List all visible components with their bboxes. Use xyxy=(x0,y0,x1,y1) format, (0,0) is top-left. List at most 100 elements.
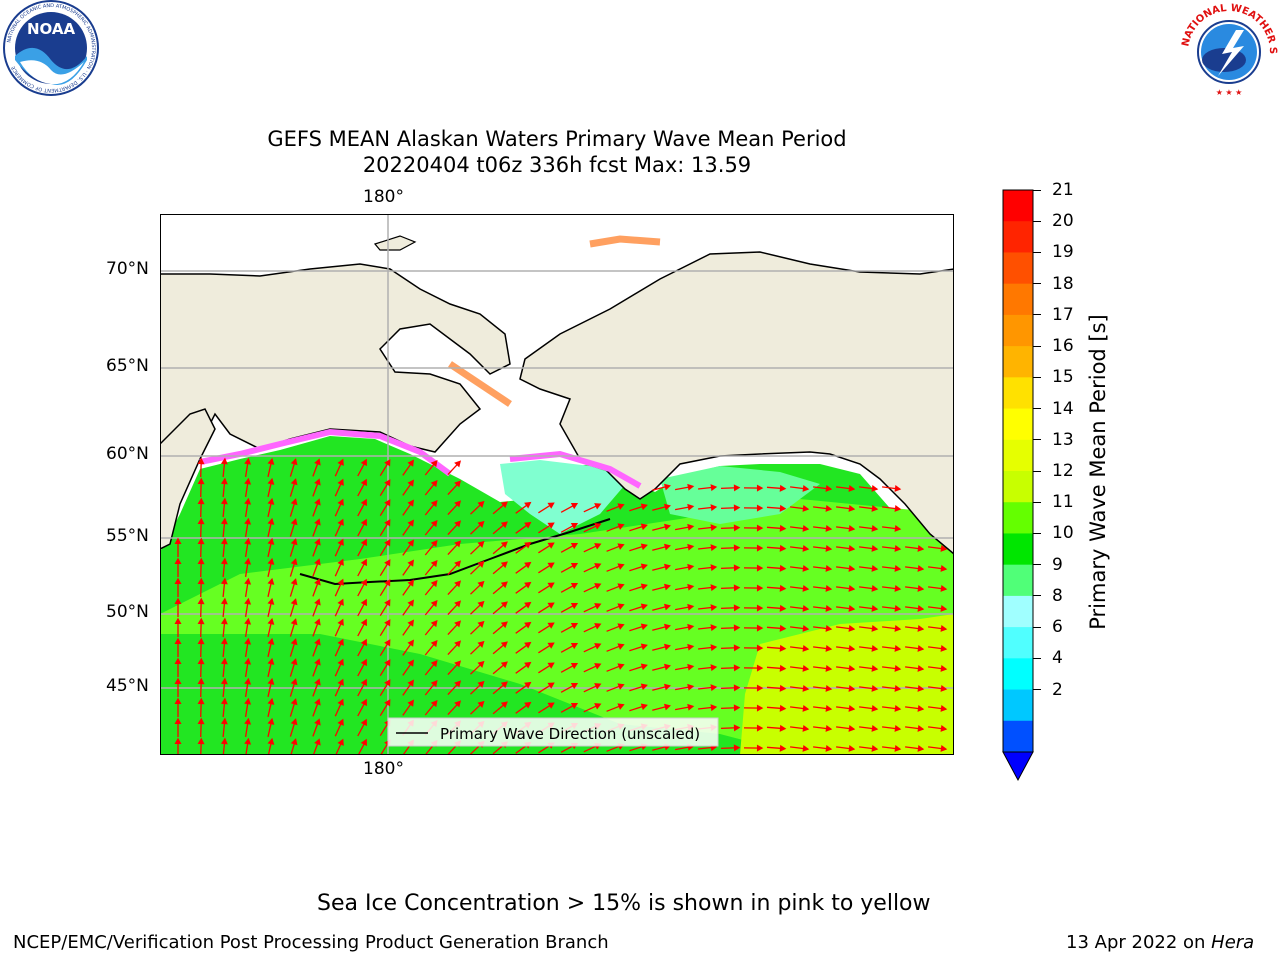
wave-arrow-head xyxy=(547,562,555,569)
wave-arrow-head xyxy=(663,643,672,651)
wave-arrow-head xyxy=(337,478,344,486)
wave-arrow-head xyxy=(244,717,252,725)
wave-arrow-head xyxy=(337,598,344,606)
wave-arrow-head xyxy=(290,558,298,566)
wave-arrow-head xyxy=(570,503,579,510)
wave-arrow-head xyxy=(360,478,367,487)
wave-arrow-head xyxy=(407,519,414,527)
wave-arrow-head xyxy=(617,523,625,530)
wave-arrow-head xyxy=(197,637,205,645)
wave-arrow-head xyxy=(174,557,182,565)
wave-arrow-head xyxy=(687,643,695,651)
lat-label-60: 60°N xyxy=(106,444,149,464)
wave-arrow-head xyxy=(802,645,810,652)
wave-arrow-head xyxy=(267,457,275,465)
sea-ice-note: Sea Ice Concentration > 15% is shown in … xyxy=(317,891,931,916)
wave-arrow-head xyxy=(267,677,275,685)
colorbar-tick-mark xyxy=(1033,501,1041,503)
wave-arrow-head xyxy=(360,538,367,547)
wave-arrow-head xyxy=(663,503,672,511)
wave-arrow-head xyxy=(640,523,648,531)
wave-arrow-head xyxy=(733,624,741,632)
wave-arrow-head xyxy=(594,703,602,710)
wave-arrow-head xyxy=(848,665,856,672)
wave-arrow-head xyxy=(940,565,948,572)
wave-arrow-head xyxy=(267,477,275,485)
wave-arrow-head xyxy=(360,598,367,607)
wave-arrow-head xyxy=(430,559,438,568)
wave-arrow-head xyxy=(500,561,508,569)
graticule xyxy=(160,214,954,755)
wave-arrow-head xyxy=(871,625,879,632)
svg-text:★ ★ ★: ★ ★ ★ xyxy=(1216,88,1243,97)
wave-arrow-head xyxy=(314,478,321,486)
colorbar-tick-label: 12 xyxy=(1052,461,1074,481)
wave-arrow-head xyxy=(290,698,298,706)
wave-arrow-head xyxy=(825,505,833,512)
wave-arrow-head xyxy=(710,524,718,532)
wave-arrow-head xyxy=(848,625,856,632)
wave-arrow-head xyxy=(174,617,182,625)
wave-arrow-head xyxy=(477,500,485,508)
wave-arrow-head xyxy=(570,703,579,710)
wave-arrow-head xyxy=(337,538,344,546)
footer-date-text: 13 Apr 2022 on xyxy=(1066,932,1212,953)
colorbar-segment xyxy=(1003,221,1033,253)
wave-arrow-head xyxy=(360,678,367,687)
wave-arrow-head xyxy=(617,543,625,550)
wave-arrow-head xyxy=(894,505,902,512)
colorbar-tick-mark xyxy=(1033,251,1041,253)
wave-arrow-head xyxy=(871,645,879,652)
wave-arrow-head xyxy=(407,599,414,607)
wave-arrow-head xyxy=(940,645,948,652)
wave-arrow-head xyxy=(917,625,925,632)
wave-arrow-head xyxy=(687,703,695,711)
wave-arrow-head xyxy=(825,525,833,532)
colorbar-tick-label: 10 xyxy=(1052,523,1074,544)
wave-arrow-head xyxy=(244,597,252,605)
colorbar-segment xyxy=(1003,689,1033,722)
wave-arrow-head xyxy=(733,524,741,532)
wave-arrow-head xyxy=(477,700,485,708)
wave-arrow-head xyxy=(894,525,902,532)
wave-arrow-head xyxy=(267,617,275,625)
chart-subtitle: 20220404 t06z 336h fcst Max: 13.59 xyxy=(362,153,752,177)
wave-arrow-head xyxy=(407,499,414,507)
wave-arrow-head xyxy=(756,744,764,752)
wave-arrow-head xyxy=(640,623,648,631)
wave-arrow-head xyxy=(779,504,787,512)
wave-arrow-head xyxy=(197,517,205,525)
wave-arrow-head xyxy=(871,685,879,692)
colorbar-tick-mark xyxy=(1033,564,1041,566)
lat-label-70: 70°N xyxy=(106,259,149,279)
wave-arrow-head xyxy=(197,577,205,585)
wave-arrow-head xyxy=(802,545,810,552)
colorbar-tick-mark xyxy=(1033,689,1041,691)
wave-arrow-head xyxy=(384,479,391,487)
wave-arrow-head xyxy=(894,485,902,492)
wave-arrow-head xyxy=(500,521,508,529)
wave-arrow-head xyxy=(174,717,182,725)
noaa-logo: NOAA NATIONAL OCEANIC AND ATMOSPHERIC AD… xyxy=(3,0,99,96)
wave-arrow-head xyxy=(594,683,602,690)
colorbar-tick-mark xyxy=(1033,595,1041,597)
wave-arrow-head xyxy=(594,523,602,530)
wave-arrow-head xyxy=(197,677,205,685)
legend-label: Primary Wave Direction (unscaled) xyxy=(440,725,700,743)
wave-arrow-head xyxy=(779,704,787,712)
wave-arrow-head xyxy=(290,738,298,746)
wave-arrow-head xyxy=(524,601,532,609)
colorbar-tick-label: 8 xyxy=(1052,585,1063,606)
wave-arrow-head xyxy=(454,560,462,568)
wave-arrow-head xyxy=(197,537,205,545)
wave-arrow-head xyxy=(940,725,948,732)
colorbar-segment xyxy=(1003,533,1033,566)
wave-arrow-head xyxy=(617,663,625,670)
wave-arrow-head xyxy=(430,539,438,548)
wave-arrow-head xyxy=(337,678,344,686)
wave-arrow-head xyxy=(360,718,367,727)
wave-arrow-head xyxy=(244,497,252,505)
wave-arrow-head xyxy=(779,564,787,572)
wave-arrow-head xyxy=(917,565,925,572)
footer-date: 13 Apr 2022 on Hera xyxy=(1066,932,1254,953)
